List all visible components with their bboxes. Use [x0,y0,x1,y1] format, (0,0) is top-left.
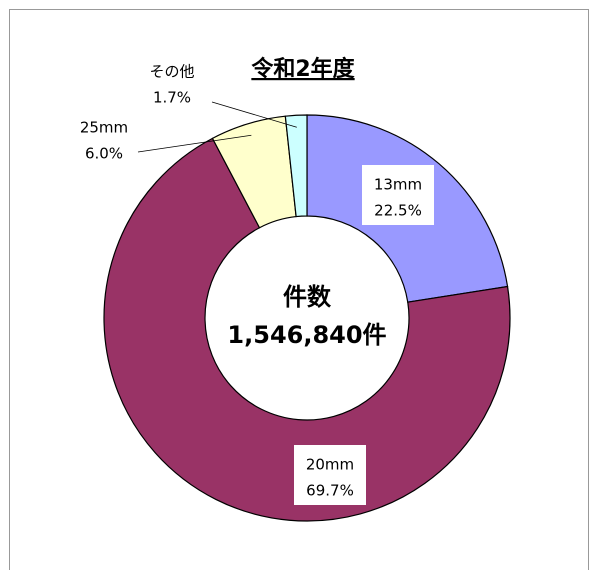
leader-line [211,101,297,128]
center-label: 件数 [283,283,332,311]
leader-line [137,134,252,153]
category-label: 20mm [306,456,354,474]
donut-segment [284,114,308,218]
category-label: その他 [149,63,194,81]
value-label: 22.5% [374,202,422,220]
value-label: 69.7% [306,482,354,500]
category-label: 13mm [374,176,422,194]
donut-segment [103,137,511,522]
label-box [362,165,434,225]
value-label: 1.7% [153,89,191,107]
label-box [294,445,366,505]
category-label: 25mm [80,119,128,137]
chart-title: 令和2年度 [251,56,355,82]
value-label: 6.0% [85,145,123,163]
center-label: 1,546,840件 [227,321,386,349]
